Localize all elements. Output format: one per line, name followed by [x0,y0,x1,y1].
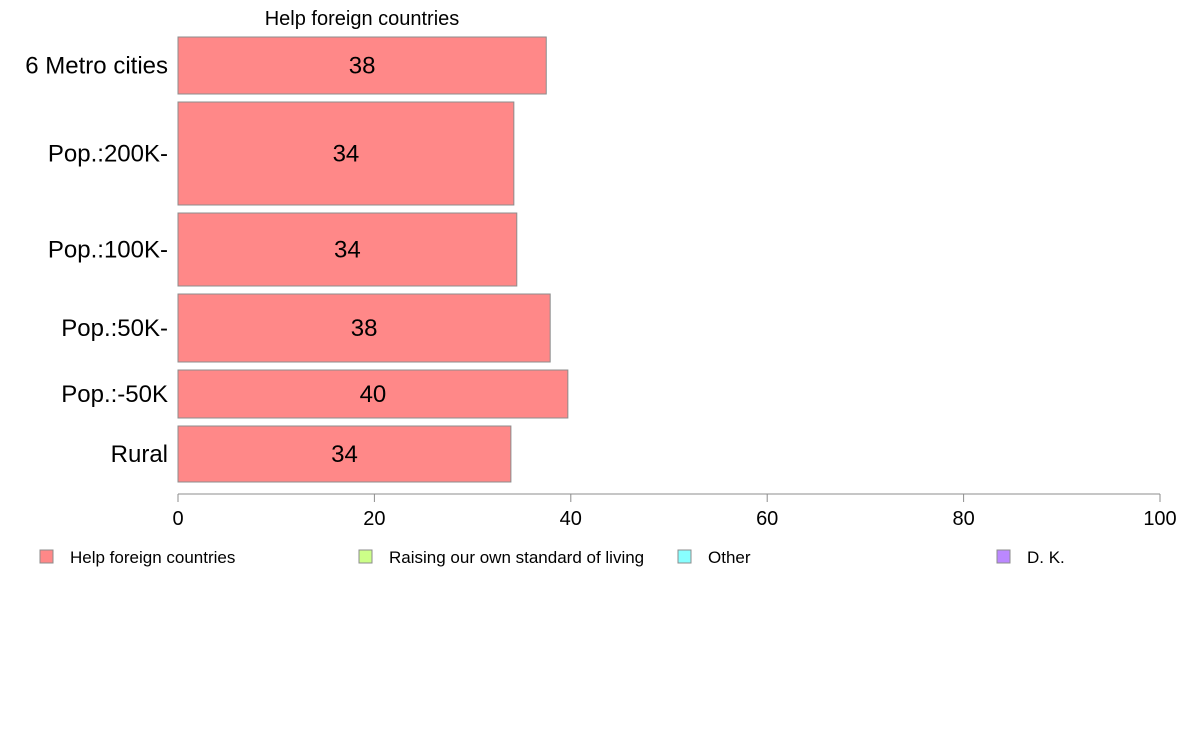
legend-swatch [358,549,373,564]
legend: Help foreign countries Raising our own st… [39,548,1065,567]
x-tick-label: 20 [363,508,385,530]
bar [177,36,547,95]
bar-value-label: 34 [333,141,360,168]
bar [177,212,518,287]
bar [177,293,551,363]
legend-label: D. K. [1027,548,1065,567]
bar-value-label: 34 [331,441,358,468]
legend-swatch [39,549,54,564]
bar [177,101,515,206]
bar [177,425,512,483]
chart-title: Help foreign countries [265,8,460,30]
x-tick-label: 0 [172,508,183,530]
legend-label: Other [708,548,751,567]
legend-swatch [677,549,692,564]
category-label: Pop.:-50K [61,381,168,408]
x-tick-label: 40 [560,508,582,530]
bar-value-label: 34 [334,237,361,264]
category-label: Pop.:50K- [61,315,168,342]
bars-layer: 38 6 Metro cities 34 Pop.:200K- 34 Pop.:100K-… [25,36,569,483]
bar-value-label: 38 [349,53,376,80]
category-label: 6 Metro cities [25,53,168,80]
bar [177,369,569,419]
x-tick-label: 100 [1143,508,1176,530]
x-tick-label: 80 [952,508,974,530]
legend-swatch [996,549,1011,564]
category-label: Pop.:100K- [48,237,168,264]
legend-label: Raising our own standard of living [389,548,644,567]
category-label: Rural [111,441,168,468]
legend-label: Help foreign countries [70,548,235,567]
bar-value-label: 40 [360,381,387,408]
bar-value-label: 38 [351,315,378,342]
x-axis: 0 20 40 60 80 100 [172,493,1177,530]
x-tick-label: 60 [756,508,778,530]
category-label: Pop.:200K- [48,141,168,168]
